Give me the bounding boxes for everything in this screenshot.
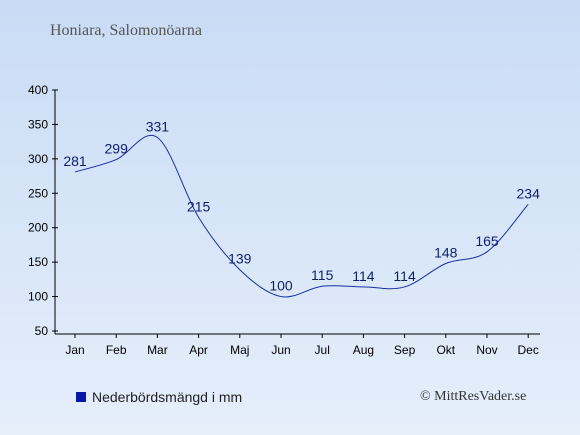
x-tick-label: Nov — [476, 343, 497, 357]
y-tick-label: 200 — [28, 221, 48, 235]
data-label: 114 — [393, 268, 416, 284]
y-tick-label: 300 — [28, 152, 48, 166]
data-label: 234 — [517, 185, 541, 201]
tick-labels: 50 100 150 200 250 300 350 400 Jan Feb Mar Apr Maj Ju… — [28, 83, 539, 357]
data-label: 114 — [352, 268, 375, 284]
data-label: 331 — [146, 119, 170, 135]
x-tick-label: Jul — [315, 343, 330, 357]
x-tick-label: Sep — [394, 343, 416, 357]
data-label: 148 — [434, 245, 458, 261]
x-tick-label: Dec — [518, 343, 539, 357]
x-tick-label: Okt — [436, 343, 455, 357]
series-line — [74, 134, 529, 298]
data-label: 115 — [311, 267, 334, 283]
legend-swatch — [76, 392, 86, 402]
data-label: 299 — [105, 141, 129, 157]
y-tick-label: 150 — [28, 255, 48, 269]
x-tick-label: Jan — [65, 343, 84, 357]
legend: Nederbördsmängd i mm — [76, 389, 242, 405]
x-tick-label: Mar — [147, 343, 168, 357]
x-tick-label: Aug — [353, 343, 374, 357]
copyright-text: © MittResVader.se — [420, 389, 527, 404]
x-tick-label: Feb — [106, 343, 127, 357]
y-tick-label: 350 — [28, 117, 48, 131]
data-label: 281 — [63, 153, 87, 169]
chart-title: Honiara, Salomonöarna — [50, 22, 202, 39]
data-label: 139 — [228, 251, 252, 267]
y-tick-label: 250 — [28, 186, 48, 200]
x-tick-label: Jun — [271, 343, 290, 357]
x-tick-label: Maj — [230, 343, 249, 357]
axes — [52, 89, 540, 338]
data-label: 165 — [475, 233, 499, 249]
data-label: 100 — [269, 278, 293, 294]
data-label: 215 — [187, 198, 211, 214]
legend-label: Nederbördsmängd i mm — [92, 389, 243, 405]
y-tick-label: 400 — [28, 83, 48, 97]
x-tick-label: Apr — [189, 343, 208, 357]
data-labels: 281 299 331 215 139 100 115 114 114 148 165 234 — [63, 119, 540, 294]
y-tick-label: 50 — [35, 324, 49, 338]
y-tick-label: 100 — [28, 290, 48, 304]
